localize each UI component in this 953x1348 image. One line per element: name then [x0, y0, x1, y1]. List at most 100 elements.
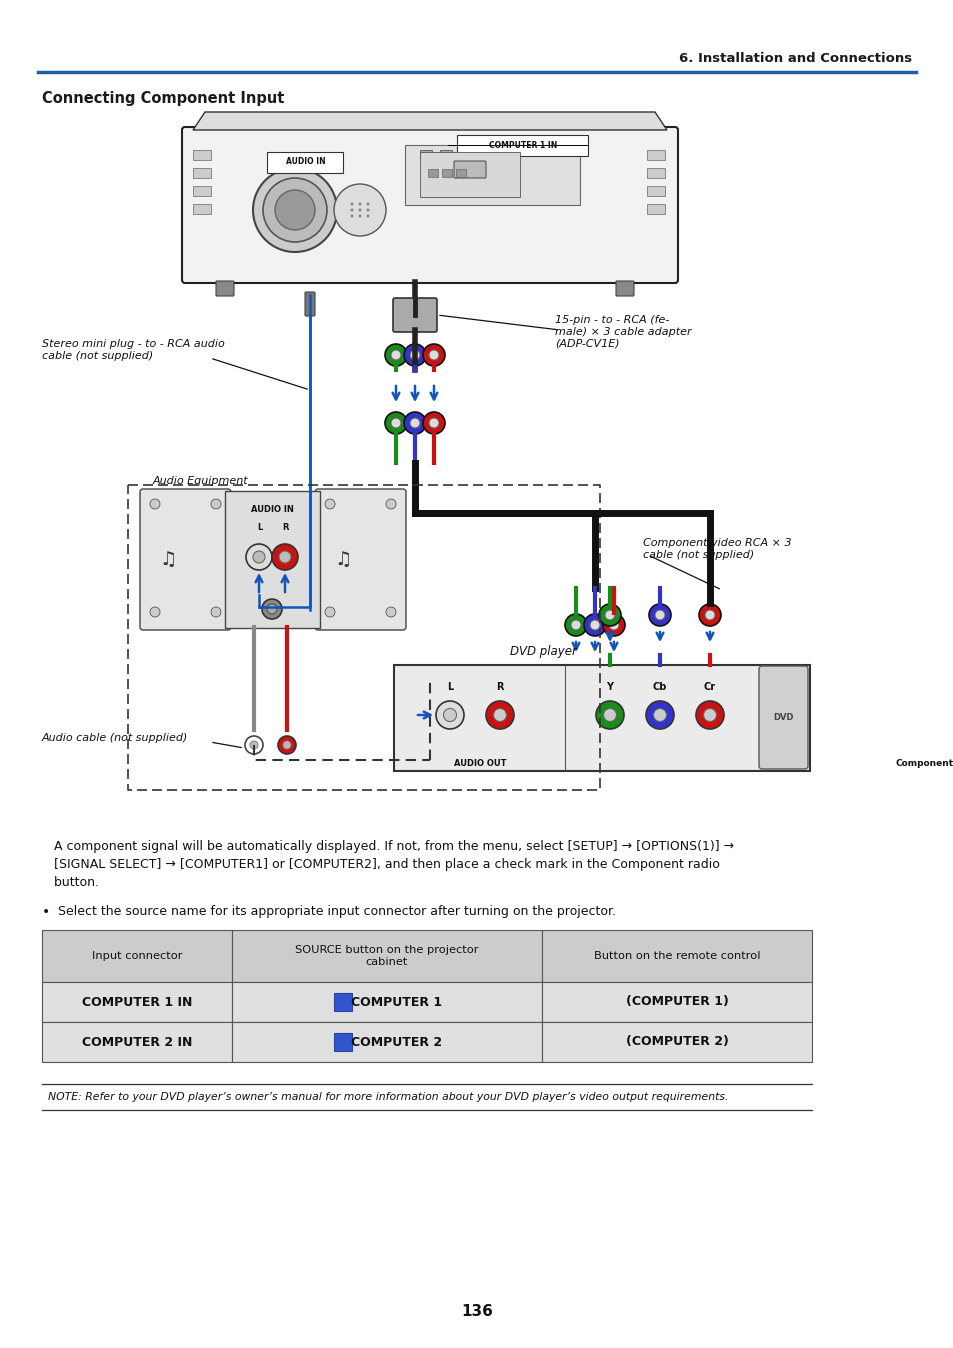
Bar: [193, 186, 211, 195]
FancyBboxPatch shape: [334, 993, 352, 1011]
Text: •: •: [42, 905, 51, 919]
Text: ♫: ♫: [334, 550, 352, 569]
Text: Audio cable (not supplied): Audio cable (not supplied): [42, 733, 188, 743]
Circle shape: [366, 209, 369, 212]
Bar: [405, 146, 579, 205]
Circle shape: [410, 418, 419, 429]
Bar: [42, 981, 232, 1022]
Circle shape: [596, 701, 623, 729]
Bar: [419, 152, 519, 197]
FancyBboxPatch shape: [215, 280, 233, 297]
FancyBboxPatch shape: [393, 298, 436, 332]
Circle shape: [150, 499, 160, 510]
Circle shape: [429, 350, 438, 360]
Text: DVD: DVD: [773, 713, 794, 723]
Text: (COMPUTER 2): (COMPUTER 2): [625, 1035, 728, 1049]
Bar: [42, 930, 232, 981]
Bar: [428, 168, 437, 177]
FancyBboxPatch shape: [454, 160, 485, 178]
FancyBboxPatch shape: [225, 491, 319, 628]
Text: Stereo mini plug - to - RCA audio
cable (not supplied): Stereo mini plug - to - RCA audio cable …: [42, 340, 225, 361]
Circle shape: [493, 709, 506, 721]
Circle shape: [277, 736, 295, 754]
FancyBboxPatch shape: [616, 280, 634, 297]
Circle shape: [410, 350, 419, 360]
Text: DVD player: DVD player: [510, 644, 577, 658]
Circle shape: [350, 202, 354, 205]
Circle shape: [211, 607, 221, 617]
Text: AUDIO IN: AUDIO IN: [251, 506, 294, 515]
Polygon shape: [193, 112, 666, 129]
Circle shape: [598, 604, 620, 625]
Circle shape: [325, 499, 335, 510]
Circle shape: [653, 709, 666, 721]
Text: NOTE: Refer to your DVD player’s owner’s manual for more information about your : NOTE: Refer to your DVD player’s owner’s…: [48, 1092, 728, 1103]
Circle shape: [246, 545, 272, 570]
Circle shape: [386, 607, 395, 617]
Bar: [419, 150, 432, 160]
Bar: [439, 150, 452, 160]
Bar: [646, 204, 664, 214]
Text: Audio Equipment: Audio Equipment: [152, 476, 249, 487]
Circle shape: [358, 214, 361, 217]
Text: Button on the remote control: Button on the remote control: [593, 950, 760, 961]
Text: Cr: Cr: [703, 682, 716, 692]
Circle shape: [571, 620, 580, 630]
Circle shape: [702, 709, 716, 721]
Circle shape: [350, 214, 354, 217]
Text: L: L: [256, 523, 262, 531]
Text: ♫: ♫: [159, 550, 176, 569]
FancyBboxPatch shape: [305, 293, 314, 315]
Circle shape: [211, 499, 221, 510]
Text: (COMPUTER 1): (COMPUTER 1): [625, 996, 728, 1008]
Bar: [232, 981, 541, 1022]
Bar: [193, 204, 211, 214]
Circle shape: [699, 604, 720, 625]
Circle shape: [274, 190, 314, 231]
Circle shape: [358, 209, 361, 212]
Circle shape: [385, 412, 407, 434]
Bar: [193, 168, 211, 178]
FancyBboxPatch shape: [334, 1033, 352, 1051]
Text: COMPUTER 1 IN: COMPUTER 1 IN: [488, 140, 557, 150]
Bar: [456, 168, 465, 177]
Bar: [232, 930, 541, 981]
Text: COMPUTER 2: COMPUTER 2: [351, 1035, 442, 1049]
Bar: [441, 168, 452, 177]
Circle shape: [655, 611, 664, 620]
Circle shape: [334, 183, 386, 236]
Text: Select the source name for its appropriate input connector after turning on the : Select the source name for its appropria…: [58, 905, 616, 918]
Circle shape: [648, 604, 670, 625]
Text: AUDIO IN: AUDIO IN: [285, 158, 325, 167]
Circle shape: [250, 741, 257, 749]
Circle shape: [403, 344, 426, 367]
Text: R: R: [496, 682, 503, 692]
Circle shape: [278, 551, 291, 563]
Circle shape: [283, 741, 291, 749]
Circle shape: [350, 209, 354, 212]
Text: Cb: Cb: [652, 682, 666, 692]
Circle shape: [253, 551, 265, 563]
FancyBboxPatch shape: [759, 666, 807, 768]
FancyBboxPatch shape: [314, 489, 406, 630]
Bar: [541, 1022, 811, 1062]
Circle shape: [358, 202, 361, 205]
Circle shape: [262, 599, 282, 619]
Circle shape: [391, 418, 400, 429]
Circle shape: [589, 620, 599, 630]
Circle shape: [604, 611, 615, 620]
Circle shape: [325, 607, 335, 617]
Text: COMPUTER 1: COMPUTER 1: [351, 996, 442, 1008]
Text: Y: Y: [606, 682, 613, 692]
Circle shape: [391, 350, 400, 360]
Circle shape: [263, 178, 327, 243]
Circle shape: [602, 613, 624, 636]
Circle shape: [436, 701, 463, 729]
Text: A component signal will be automatically displayed. If not, from the menu, selec: A component signal will be automatically…: [42, 840, 734, 888]
Circle shape: [267, 604, 276, 613]
Circle shape: [385, 344, 407, 367]
Bar: [646, 186, 664, 195]
Circle shape: [386, 499, 395, 510]
Circle shape: [645, 701, 673, 729]
Circle shape: [245, 736, 263, 754]
